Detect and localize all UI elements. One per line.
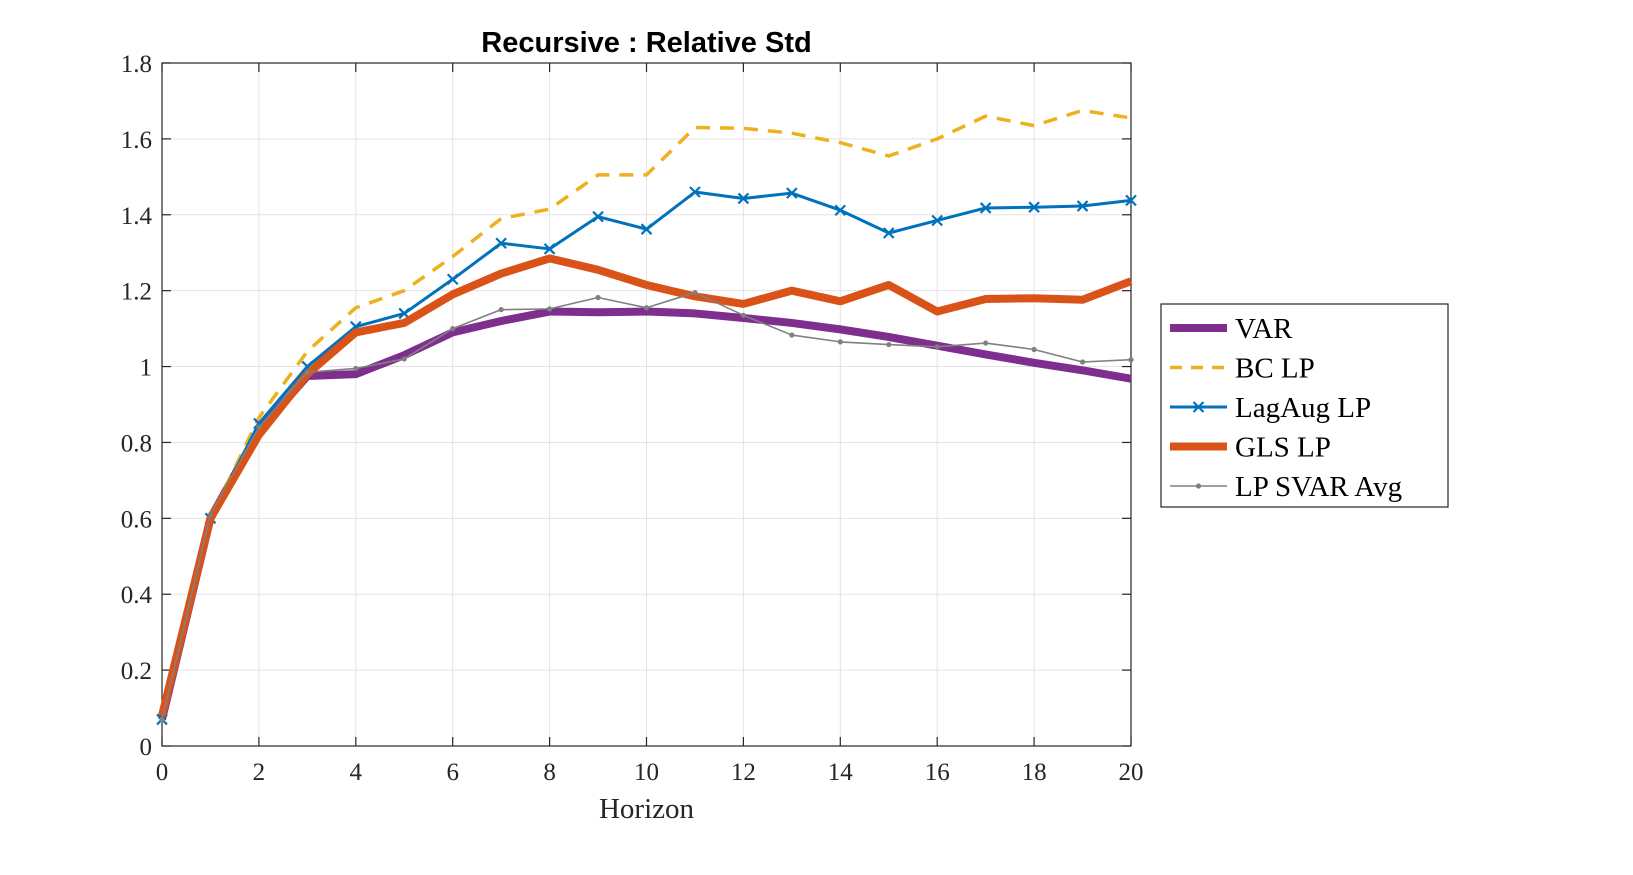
- legend-label: BC LP: [1235, 353, 1315, 385]
- data-point-lp-svar-avg: [934, 344, 940, 350]
- y-tick-label: 0.6: [121, 506, 152, 533]
- x-tick-label: 4: [350, 759, 363, 786]
- data-point-lagaug-lp: [979, 202, 992, 214]
- data-point-lagaug-lp: [931, 214, 943, 227]
- data-point-lagaug-lp: [640, 223, 653, 235]
- y-tick-label: 0: [140, 734, 153, 761]
- legend-item-gls-lp: GLS LP: [1170, 432, 1331, 464]
- legend-label: VAR: [1235, 313, 1293, 345]
- y-tick-label: 1.4: [121, 203, 153, 230]
- legend-item-var: VAR: [1170, 313, 1293, 345]
- series-lagaug-lp: [156, 186, 1137, 726]
- x-tick-label: 10: [634, 759, 659, 786]
- x-tick-label: 16: [925, 759, 950, 786]
- legend: VAR BC LP LagAug LP GLS LP LP SVAR Avg: [1160, 303, 1449, 508]
- data-point-lp-svar-avg: [304, 369, 310, 375]
- data-point-lagaug-lp: [786, 187, 798, 199]
- data-point-lp-svar-avg: [498, 307, 504, 313]
- series-line-bc-lp: [160, 108, 1132, 720]
- data-point-lagaug-lp: [592, 210, 604, 223]
- legend-label: LagAug LP: [1235, 392, 1371, 424]
- data-point-lp-svar-avg: [643, 305, 650, 311]
- x-tick-label: 18: [1022, 759, 1047, 786]
- data-point-lagaug-lp: [446, 273, 459, 286]
- data-point-lp-svar-avg: [1031, 346, 1037, 353]
- data-point-lagaug-lp: [689, 186, 701, 198]
- data-point-lp-svar-avg: [789, 332, 795, 338]
- data-point-lagaug-lp: [543, 243, 556, 255]
- y-tick-label: 0.4: [121, 582, 153, 609]
- data-point-lp-svar-avg: [1079, 359, 1086, 365]
- chart-title: Recursive : Relative Std: [481, 27, 811, 59]
- legend-item-lagaug-lp: LagAug LP: [1170, 392, 1371, 424]
- y-tick-label: 1: [140, 355, 153, 382]
- x-tick-label: 0: [156, 759, 169, 786]
- y-tick-label: 0.8: [121, 430, 152, 457]
- data-point-lp-svar-avg: [353, 365, 359, 372]
- data-point-lp-svar-avg: [692, 289, 698, 296]
- data-point-lagaug-lp: [834, 204, 847, 217]
- x-tick-label: 8: [543, 759, 556, 786]
- data-point-lp-svar-avg: [595, 294, 601, 301]
- series-var: [158, 307, 1132, 721]
- x-tick-label: 14: [828, 759, 854, 786]
- series-gls-lp: [158, 254, 1133, 717]
- legend-label: LP SVAR Avg: [1235, 471, 1402, 503]
- data-point-lp-svar-avg: [886, 341, 892, 348]
- series-layer: [156, 108, 1137, 726]
- series-lp-svar-avg: [159, 289, 1134, 723]
- legend-label: GLS LP: [1235, 432, 1331, 464]
- data-point-lagaug-lp: [1028, 201, 1040, 213]
- x-axis-label: Horizon: [599, 793, 695, 825]
- data-point-lp-svar-avg: [837, 339, 843, 345]
- y-tick-label: 1.2: [121, 279, 152, 306]
- data-point-lp-svar-avg: [401, 356, 407, 362]
- data-point-lp-svar-avg: [256, 424, 262, 430]
- data-point-lagaug-lp: [495, 237, 507, 250]
- data-point-lp-svar-avg: [740, 312, 747, 318]
- data-point-lp-svar-avg: [1128, 357, 1134, 363]
- x-tick-label: 12: [731, 759, 756, 786]
- legend-marker: [1192, 401, 1205, 413]
- series-line-gls-lp: [158, 254, 1133, 717]
- series-bc-lp: [160, 108, 1132, 720]
- data-point-lp-svar-avg: [207, 511, 214, 518]
- data-point-lp-svar-avg: [983, 340, 989, 346]
- y-tick-label: 0.2: [121, 658, 152, 685]
- x-tick-label: 20: [1119, 759, 1144, 786]
- legend-item-lp-svar-avg: LP SVAR Avg: [1170, 471, 1402, 503]
- data-point-lagaug-lp: [1125, 194, 1137, 207]
- y-tick-label: 1.8: [121, 51, 152, 78]
- x-tick-label: 2: [253, 759, 266, 786]
- x-tick-label: 6: [446, 759, 459, 786]
- data-point-lagaug-lp: [737, 192, 750, 205]
- data-point-lp-svar-avg: [547, 306, 553, 312]
- data-point-lp-svar-avg: [159, 716, 165, 723]
- series-line-var: [158, 307, 1132, 721]
- data-point-lp-svar-avg: [450, 326, 456, 332]
- legend-item-bc-lp: BC LP: [1170, 353, 1315, 385]
- data-point-lagaug-lp: [882, 227, 895, 239]
- axes: 0 2 4 6 8 10 12 14 16 18 20 0 0.2 0.4 0.6 0.8 1 1.2 1.4 1.6…: [121, 51, 1144, 786]
- y-tick-label: 1.6: [121, 127, 152, 154]
- legend-marker: [1195, 483, 1202, 489]
- data-point-lagaug-lp: [1076, 200, 1089, 212]
